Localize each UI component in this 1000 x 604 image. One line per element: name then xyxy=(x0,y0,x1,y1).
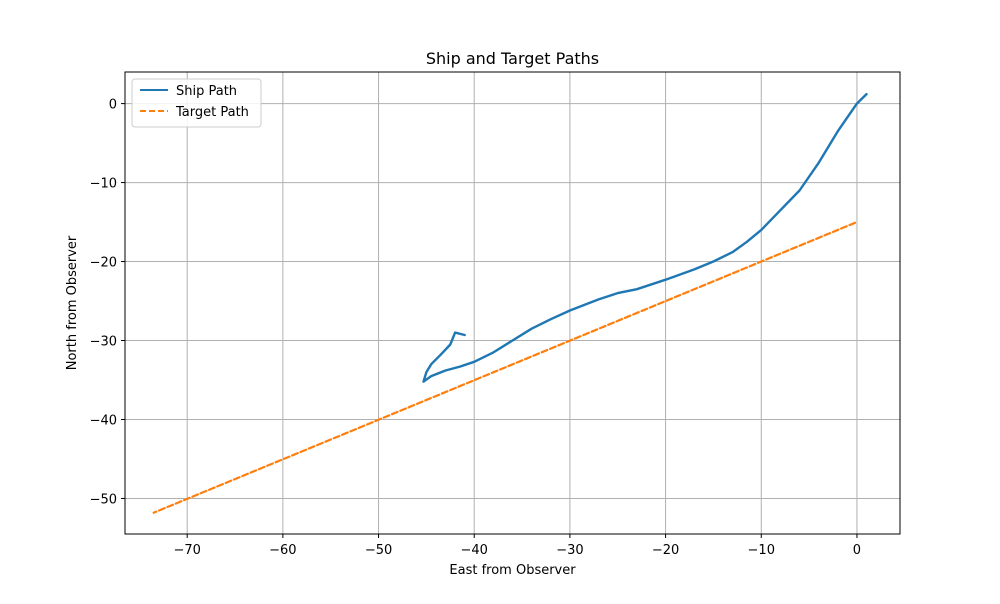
plot-series xyxy=(152,92,868,514)
y-tick-label: −50 xyxy=(90,492,117,507)
x-tick-label: −60 xyxy=(269,543,296,558)
y-tick-label: −30 xyxy=(90,335,117,350)
x-tick-label: −10 xyxy=(748,543,775,558)
x-tick-label: −70 xyxy=(173,543,200,558)
x-tick-label: −20 xyxy=(652,543,679,558)
x-axis-label: East from Observer xyxy=(449,563,576,578)
y-tick-label: 0 xyxy=(109,98,117,113)
axis-ticks: −70 −60 −50 −40 −30 −20 −10 0 0 −10 −20 −30 −40 −50 xyxy=(90,98,862,558)
y-tick-label: −20 xyxy=(90,256,117,271)
series-line-ship-path xyxy=(422,92,868,383)
plot-frame xyxy=(124,71,901,535)
x-tick-label: −40 xyxy=(461,543,488,558)
legend-label-ship-path: Ship Path xyxy=(176,84,237,99)
legend: Ship Path Target Path xyxy=(131,78,262,128)
x-tick-label: 0 xyxy=(853,543,861,558)
x-tick-label: −50 xyxy=(365,543,392,558)
legend-label-target-path: Target Path xyxy=(175,105,249,120)
chart-title: Ship and Target Paths xyxy=(426,49,599,68)
y-axis-label: North from Observer xyxy=(65,235,80,370)
series-line-target-path xyxy=(152,221,857,514)
x-tick-label: −30 xyxy=(556,543,583,558)
y-tick-label: −40 xyxy=(90,413,117,428)
y-tick-label: −10 xyxy=(90,177,117,192)
